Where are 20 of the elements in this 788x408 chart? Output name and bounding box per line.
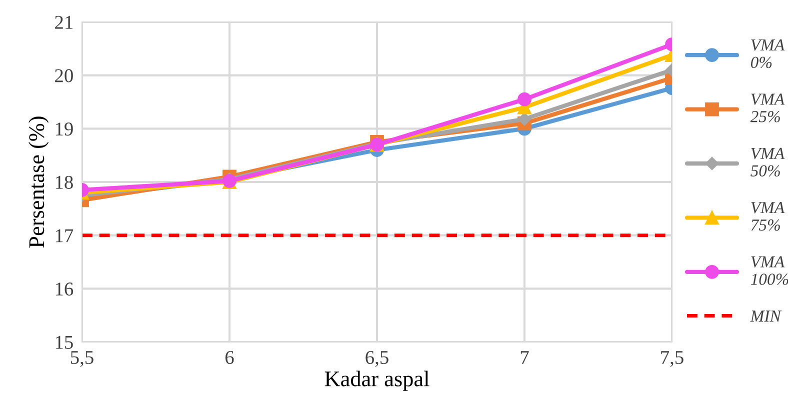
y-tick-label: 15: [56, 336, 73, 349]
legend-label: VMA 100%: [750, 256, 788, 285]
y-tick-label: 21: [55, 16, 72, 29]
legend-label: VMA 0%: [750, 39, 785, 68]
x-tick-label: 5,5: [70, 351, 94, 367]
y-tick-label: 19: [56, 122, 73, 136]
y-tick-label: 20: [55, 69, 73, 82]
x-axis-title: Kadar aspal: [324, 370, 430, 391]
legend-label: VMA 25%: [750, 94, 785, 122]
x-tick-label: 7,5: [661, 351, 684, 367]
x-tick-label: 7: [520, 351, 529, 364]
legend-label: VMA 75%: [751, 202, 785, 231]
legend-label: VMA 50%: [750, 148, 785, 176]
y-tick-label: 17: [56, 229, 74, 242]
legend-label: MIN: [750, 310, 782, 322]
y-axis-title: Persentase (%): [28, 116, 49, 248]
x-tick-label: 6,5: [366, 350, 388, 367]
y-tick-label: 18: [56, 176, 73, 189]
x-tick-label: 6: [225, 350, 234, 364]
y-tick-label: 16: [56, 282, 74, 296]
